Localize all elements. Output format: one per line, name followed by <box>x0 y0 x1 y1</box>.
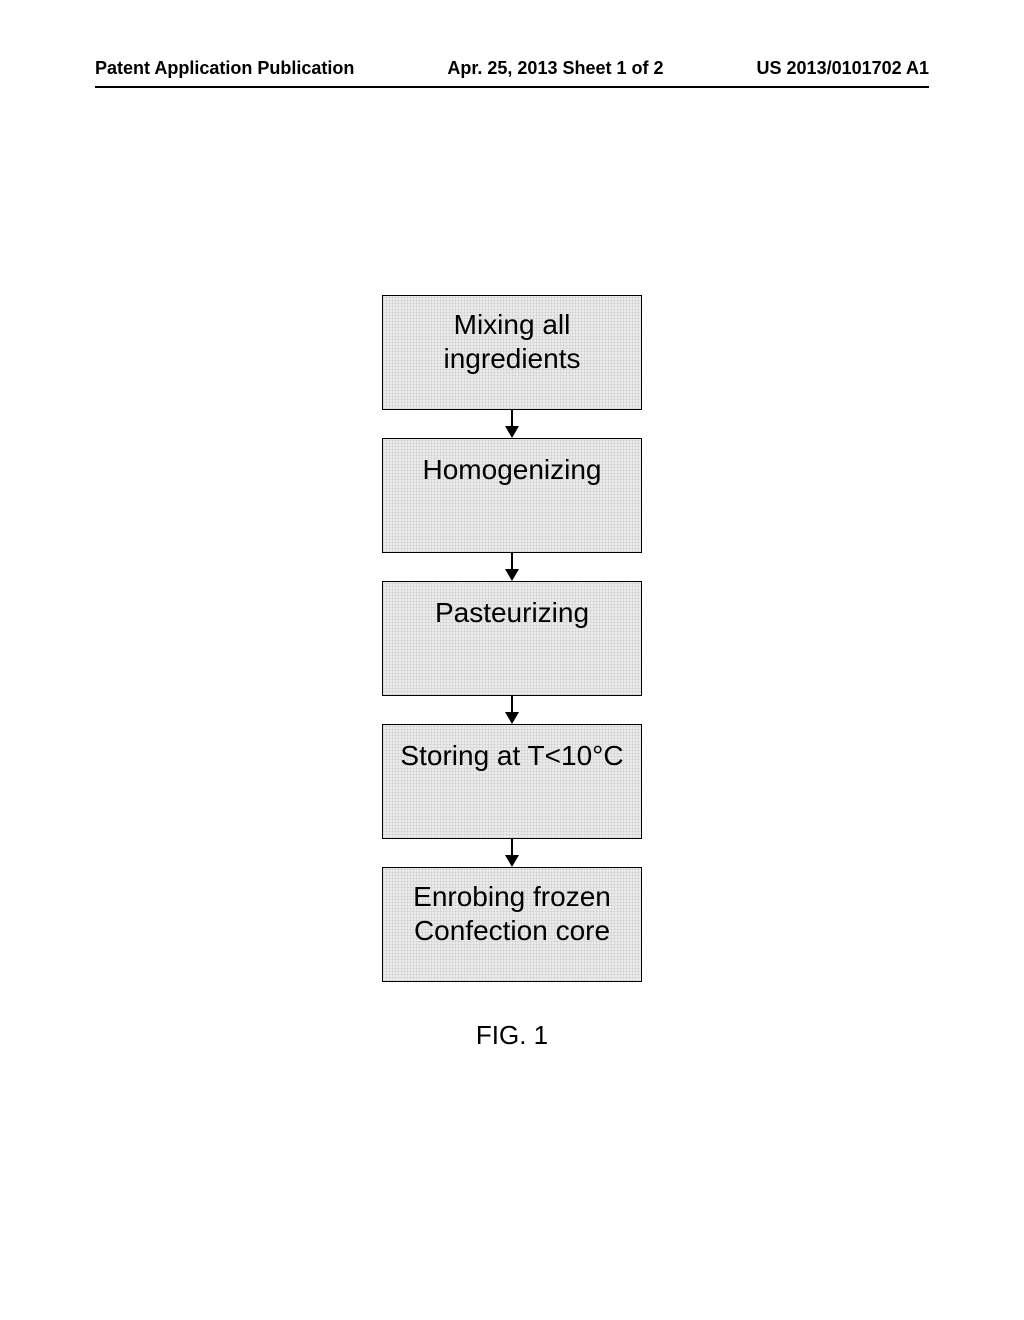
flow-box-1: Homogenizing <box>382 438 642 553</box>
flow-arrow-3 <box>505 839 519 867</box>
flow-box-label: Pasteurizing <box>435 582 589 630</box>
flow-box-4: Enrobing frozenConfection core <box>382 867 642 982</box>
flow-box-3: Storing at T<10°C <box>382 724 642 839</box>
page: Patent Application Publication Apr. 25, … <box>0 0 1024 1320</box>
header-rule <box>95 86 929 88</box>
page-header: Patent Application Publication Apr. 25, … <box>0 58 1024 79</box>
header-center: Apr. 25, 2013 Sheet 1 of 2 <box>447 58 663 79</box>
flow-box-0: Mixing allingredients <box>382 295 642 410</box>
arrow-shaft <box>511 696 513 712</box>
flow-arrow-2 <box>505 696 519 724</box>
header-right: US 2013/0101702 A1 <box>757 58 929 79</box>
flow-box-label: Storing at T<10°C <box>400 725 623 773</box>
figure-label: FIG. 1 <box>476 1020 548 1051</box>
arrow-head-icon <box>505 855 519 867</box>
arrow-head-icon <box>505 569 519 581</box>
arrow-head-icon <box>505 426 519 438</box>
arrow-shaft <box>511 553 513 569</box>
arrow-shaft <box>511 839 513 855</box>
arrow-head-icon <box>505 712 519 724</box>
flow-box-label: Mixing allingredients <box>444 296 581 375</box>
flow-box-label: Homogenizing <box>423 439 602 487</box>
flowchart: Mixing allingredients Homogenizing Pasteur… <box>0 295 1024 1051</box>
flow-arrow-1 <box>505 553 519 581</box>
flow-box-label: Enrobing frozenConfection core <box>413 868 611 947</box>
arrow-shaft <box>511 410 513 426</box>
header-left: Patent Application Publication <box>95 58 354 79</box>
flow-arrow-0 <box>505 410 519 438</box>
flow-box-2: Pasteurizing <box>382 581 642 696</box>
